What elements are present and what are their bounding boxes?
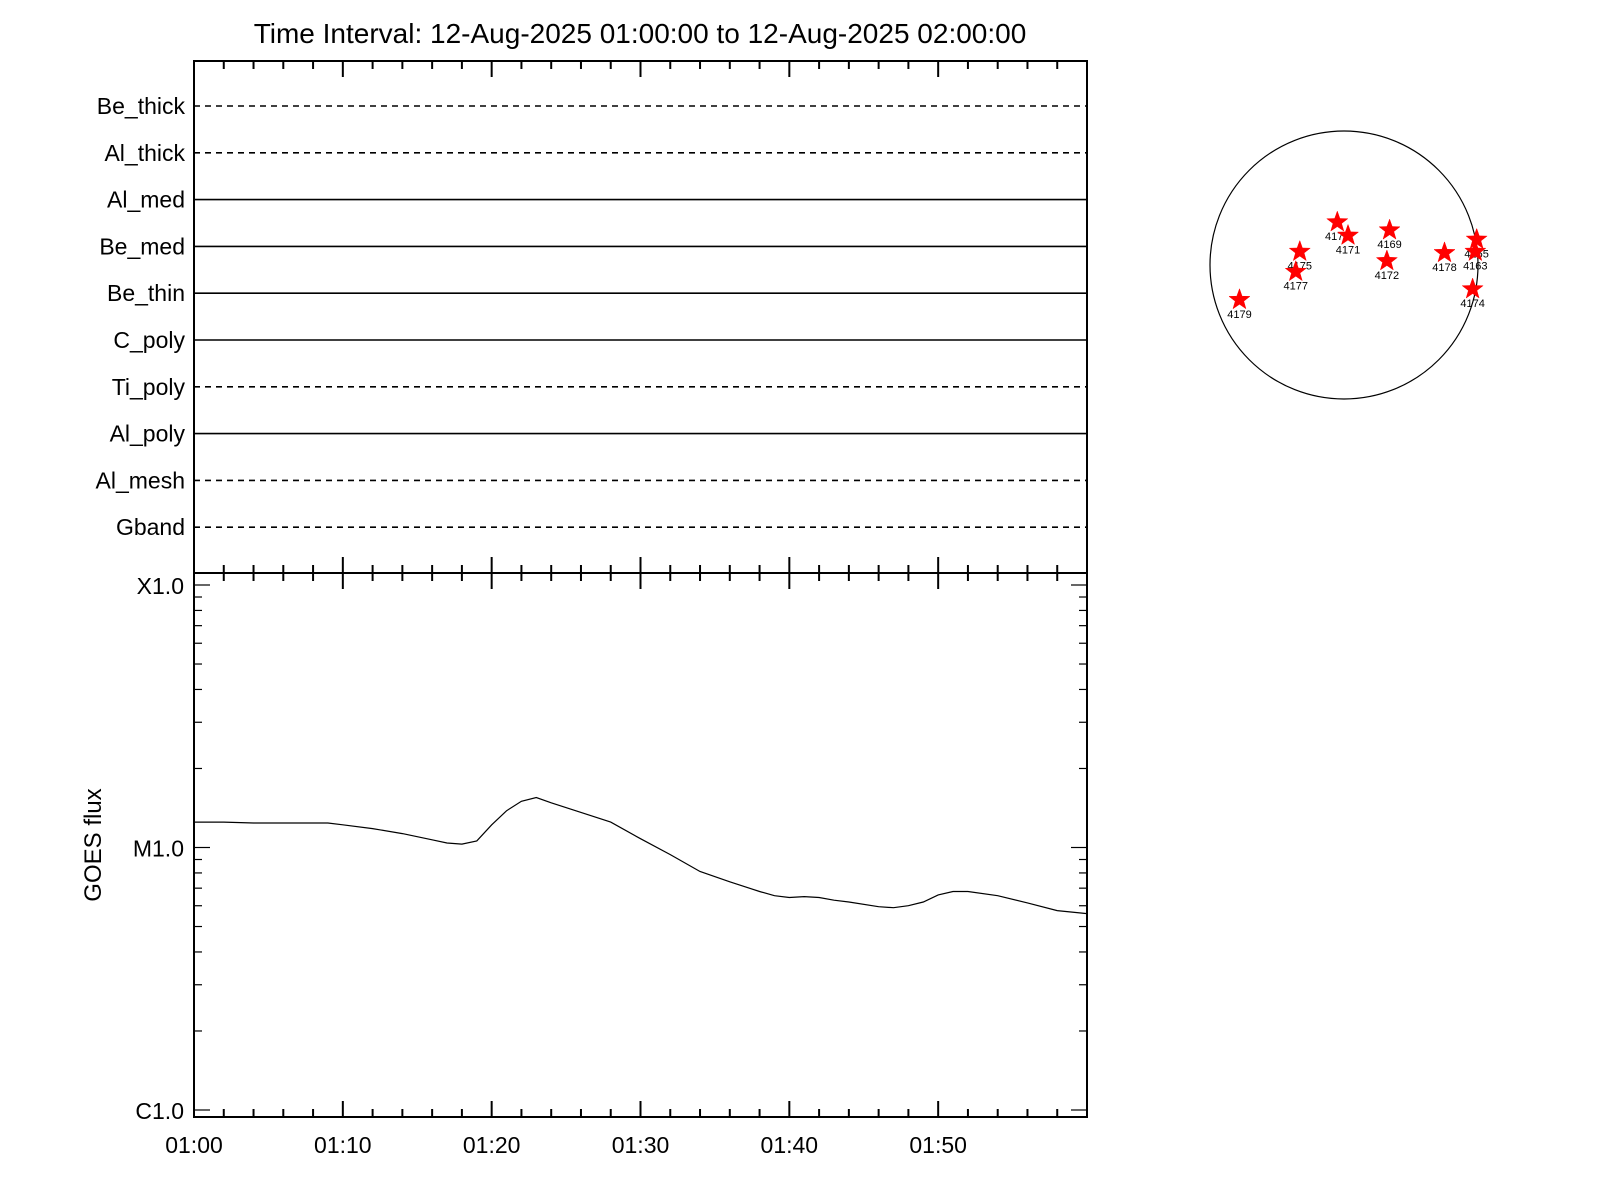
goes-flux-panel: C1.0M1.0X1.0 01:00 01:10 01:20 01:30 01:40 01… [80, 572, 1088, 1158]
x-tick-label: 01:30 [612, 1132, 670, 1158]
region-label-4171: 4171 [1336, 245, 1360, 257]
filter-label-al-med: Al_med [107, 187, 185, 213]
active-region-markers: 4179417541774176417141694172417841654163… [1227, 210, 1489, 321]
region-star-4179 [1228, 288, 1251, 310]
filter-timeline-ticks [193, 61, 1088, 573]
region-star-4169 [1378, 218, 1401, 240]
region-star-4163 [1464, 239, 1487, 262]
y-tick-label: C1.0 [135, 1098, 184, 1124]
region-star-4177 [1284, 259, 1307, 282]
filter-label-ti-poly: Ti_poly [112, 374, 186, 400]
y-axis-label: GOES flux [80, 788, 107, 901]
region-label-4163: 4163 [1463, 261, 1487, 273]
x-tick-label: 01:20 [463, 1132, 521, 1158]
goes-flux-line [194, 796, 1088, 915]
region-label-4178: 4178 [1432, 262, 1456, 274]
region-star-4174 [1461, 277, 1484, 299]
y-tick-label: X1.0 [137, 573, 184, 599]
x-tick-label: 01:00 [165, 1132, 223, 1158]
filter-label-al-thick: Al_thick [104, 140, 185, 166]
region-star-4176 [1326, 210, 1349, 232]
sun-disk-outline [1209, 130, 1479, 400]
sun-disk-map: 4179417541774176417141694172417841654163… [1209, 130, 1489, 400]
filter-label-c-poly: C_poly [113, 327, 185, 353]
goes-flux-ytick-labels: C1.0 M1.0 X1.0 [133, 573, 184, 1124]
x-tick-label: 01:40 [761, 1132, 819, 1158]
goes-flux-frame [193, 572, 1088, 1118]
region-label-4169: 4169 [1377, 239, 1401, 251]
region-label-4177: 4177 [1284, 281, 1308, 293]
filter-label-al-mesh: Al_mesh [96, 467, 185, 493]
goes-flux-ticks [193, 573, 1088, 1117]
goes-flux-xtick-labels: 01:00 01:10 01:20 01:30 01:40 01:50 [165, 1132, 967, 1158]
region-star-4172 [1375, 249, 1398, 271]
filter-label-gband: Gband [116, 514, 185, 540]
filter-label-be-med: Be_med [99, 233, 185, 259]
region-label-4174: 4174 [1460, 298, 1484, 310]
filter-label-al-poly: Al_poly [110, 421, 186, 447]
region-star-4175 [1288, 239, 1311, 262]
region-label-4179: 4179 [1227, 309, 1251, 321]
filter-label-be-thin: Be_thin [107, 280, 185, 306]
region-star-4171 [1336, 223, 1360, 245]
filter-timeline-frame [193, 60, 1088, 574]
x-tick-label: 01:10 [314, 1132, 372, 1158]
y-tick-label: M1.0 [133, 836, 184, 862]
region-star-4178 [1433, 241, 1456, 263]
filter-rows: Be_thick Al_thick Al_med Be_med Be_thin C_pol… [96, 93, 1087, 540]
region-label-4172: 4172 [1375, 270, 1399, 282]
filter-timeline-panel: Be_thick Al_thick Al_med Be_med Be_thin C_pol… [96, 60, 1088, 574]
chart-title: Time Interval: 12-Aug-2025 01:00:00 to 1… [254, 18, 1027, 49]
x-tick-label: 01:50 [909, 1132, 967, 1158]
filter-label-be-thick: Be_thick [97, 93, 186, 119]
